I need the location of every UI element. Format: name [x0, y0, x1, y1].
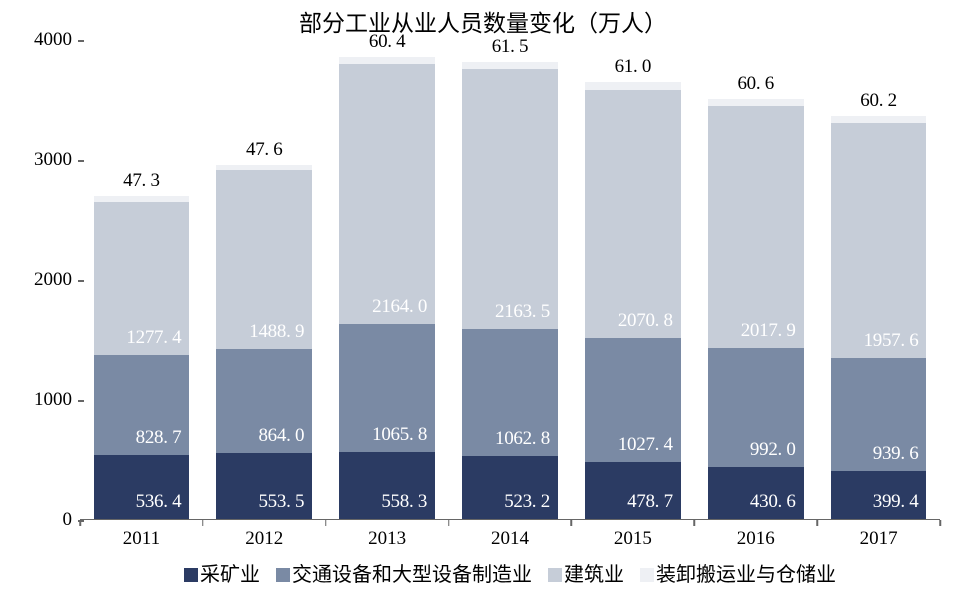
- bar-segment: 992. 0: [708, 348, 804, 467]
- legend-item: 装卸搬运业与仓储业: [640, 558, 836, 587]
- bar-value-label: 1957. 6: [864, 330, 919, 352]
- legend-item: 采矿业: [184, 558, 260, 587]
- bar-segment: 1488. 9: [216, 170, 312, 349]
- bar-value-label: 1062. 8: [495, 428, 550, 450]
- y-tick-label: 3000: [34, 149, 72, 171]
- x-tick-mark: [202, 520, 204, 526]
- bar-segment: 536. 4: [94, 455, 190, 519]
- legend-item: 交通设备和大型设备制造业: [276, 558, 532, 587]
- plot-area: 536. 4 828. 7 1277. 4 47. 3 553. 5 864. 0 1488…: [80, 40, 940, 520]
- bar-value-label: 47. 6: [246, 139, 283, 161]
- bar-segment: 60. 6: [708, 99, 804, 106]
- bar-segment: 1065. 8: [339, 324, 435, 452]
- x-tick-label: 2011: [123, 528, 160, 550]
- bar-value-label: 1027. 4: [618, 434, 673, 456]
- bar-value-label: 2163. 5: [495, 301, 550, 323]
- bar-segment: 558. 3: [339, 452, 435, 519]
- x-tick-mark: [571, 520, 573, 526]
- bar-value-label: 1488. 9: [249, 321, 304, 343]
- bar-value-label: 60. 4: [369, 31, 406, 53]
- bar-segment: 2070. 8: [585, 90, 681, 338]
- bar-segment: 1062. 8: [462, 329, 558, 457]
- x-tick-label: 2017: [860, 528, 898, 550]
- bar-value-label: 60. 6: [737, 73, 774, 95]
- legend-swatch: [184, 568, 198, 582]
- x-tick-mark: [448, 520, 450, 526]
- bar-segment: 864. 0: [216, 349, 312, 453]
- y-tick-label: 0: [63, 509, 73, 531]
- x-tick-mark: [79, 520, 81, 526]
- bar-segment: 523. 2: [462, 456, 558, 519]
- bar-value-label: 430. 6: [750, 491, 796, 513]
- legend-item: 建筑业: [548, 558, 624, 587]
- legend-label: 装卸搬运业与仓储业: [656, 564, 836, 586]
- bar-value-label: 828. 7: [136, 427, 182, 449]
- bar-segment: 61. 5: [462, 62, 558, 69]
- x-tick-label: 2014: [491, 528, 529, 550]
- x-axis: 2011 2012 2013 2014 2015 2016 2017: [80, 520, 940, 550]
- x-tick-label: 2016: [737, 528, 775, 550]
- x-tick-mark: [816, 520, 818, 526]
- bar-value-label: 60. 2: [860, 90, 897, 112]
- bar-value-label: 553. 5: [258, 491, 304, 513]
- bar-value-label: 536. 4: [136, 491, 182, 513]
- y-axis: 01000200030004000: [0, 40, 78, 520]
- legend-label: 建筑业: [564, 564, 624, 586]
- bar-value-label: 399. 4: [873, 491, 919, 513]
- bar-value-label: 1065. 8: [372, 424, 427, 446]
- bar-segment: 2017. 9: [708, 106, 804, 348]
- bar-segment: 61. 0: [585, 82, 681, 89]
- x-tick-mark: [325, 520, 327, 526]
- x-tick-mark: [939, 520, 941, 526]
- legend: 采矿业 交通设备和大型设备制造业 建筑业 装卸搬运业与仓储业: [80, 558, 940, 587]
- bar-value-label: 61. 0: [615, 56, 652, 78]
- bar-value-label: 61. 5: [492, 36, 529, 58]
- bar-value-label: 1277. 4: [126, 327, 181, 349]
- bar-value-label: 992. 0: [750, 439, 796, 461]
- y-tick-label: 2000: [34, 269, 72, 291]
- chart-title: 部分工业从业人员数量变化（万人）: [0, 4, 966, 38]
- bar-value-label: 2017. 9: [741, 320, 796, 342]
- bar-segment: 2164. 0: [339, 64, 435, 324]
- bar-segment: 1277. 4: [94, 202, 190, 355]
- bar-segment: 828. 7: [94, 355, 190, 454]
- bar-segment: 1957. 6: [831, 123, 927, 358]
- bar-segment: 553. 5: [216, 453, 312, 519]
- bar-segment: 2163. 5: [462, 69, 558, 329]
- bar-value-label: 523. 2: [504, 491, 550, 513]
- bar-value-label: 2164. 0: [372, 296, 427, 318]
- bar-value-label: 2070. 8: [618, 310, 673, 332]
- y-tick-label: 1000: [34, 389, 72, 411]
- legend-swatch: [640, 568, 654, 582]
- x-tick-label: 2013: [368, 528, 406, 550]
- bar-segment: 430. 6: [708, 467, 804, 519]
- x-tick-label: 2012: [245, 528, 283, 550]
- bar-segment: 47. 3: [94, 196, 190, 202]
- industrial-employment-chart: 部分工业从业人员数量变化（万人） 0 1000 2000 3000 4000 536. …: [0, 0, 966, 600]
- x-tick-label: 2015: [614, 528, 652, 550]
- x-tick-mark: [694, 520, 696, 526]
- bar-segment: 399. 4: [831, 471, 927, 519]
- legend-label: 交通设备和大型设备制造业: [292, 564, 532, 586]
- bar-value-label: 558. 3: [381, 491, 427, 513]
- bars-layer: 536. 4 828. 7 1277. 4 47. 3 553. 5 864. 0 1488…: [80, 40, 940, 519]
- bar-value-label: 478. 7: [627, 491, 673, 513]
- bar-value-label: 864. 0: [258, 425, 304, 447]
- bar-value-label: 939. 6: [873, 443, 919, 465]
- y-tick-label: 4000: [34, 29, 72, 51]
- bar-segment: 47. 6: [216, 165, 312, 171]
- bar-segment: 60. 4: [339, 57, 435, 64]
- bar-segment: 478. 7: [585, 462, 681, 519]
- bar-segment: 1027. 4: [585, 338, 681, 461]
- legend-label: 采矿业: [200, 564, 260, 586]
- legend-swatch: [548, 568, 562, 582]
- bar-value-label: 47. 3: [123, 170, 160, 192]
- bar-segment: 939. 6: [831, 358, 927, 471]
- legend-swatch: [276, 568, 290, 582]
- bar-segment: 60. 2: [831, 116, 927, 123]
